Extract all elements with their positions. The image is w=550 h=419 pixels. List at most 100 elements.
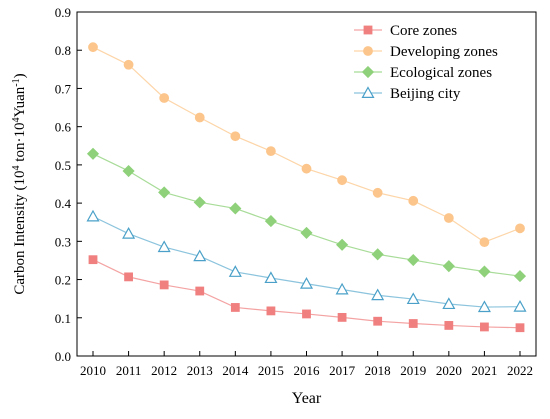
data-point <box>513 299 527 312</box>
data-point <box>195 286 205 296</box>
series-developing-zones <box>88 42 525 247</box>
data-point <box>193 196 206 209</box>
data-point <box>88 42 98 53</box>
y-tick-label: 0.2 <box>55 273 71 288</box>
data-point <box>266 146 276 157</box>
data-point <box>122 226 136 239</box>
data-point <box>336 238 349 251</box>
y-axis-title: Carbon Intensity (104 ton·104Yuan-1) <box>11 73 29 294</box>
series-beijing-city <box>86 209 527 313</box>
data-point <box>477 300 491 313</box>
x-tick-label: 2019 <box>400 363 426 378</box>
x-tick-label: 2012 <box>151 363 177 378</box>
y-tick-label: 0.4 <box>55 196 72 211</box>
data-point <box>515 323 525 333</box>
y-tick-label: 0.1 <box>55 311 71 326</box>
y-axis-title-middle: ton·10 <box>12 123 28 166</box>
data-point <box>513 270 527 283</box>
data-point <box>443 213 454 223</box>
legend-marker <box>363 46 373 56</box>
data-point <box>335 282 349 295</box>
legend-label: Core zones <box>390 23 457 39</box>
data-point <box>480 322 489 332</box>
data-point <box>444 321 454 330</box>
data-point <box>264 271 278 284</box>
data-point <box>159 93 170 103</box>
data-point <box>406 292 420 305</box>
y-tick-label: 0.5 <box>55 158 71 173</box>
x-tick-label: 2018 <box>365 363 391 378</box>
x-tick-label: 2021 <box>471 363 497 378</box>
data-point <box>337 175 347 186</box>
legend-label: Developing zones <box>390 44 498 60</box>
data-point <box>266 306 276 316</box>
data-point <box>264 215 277 228</box>
data-point <box>407 253 420 267</box>
data-point <box>337 312 347 322</box>
data-point <box>159 280 169 290</box>
legend-label: Beijing city <box>390 86 461 102</box>
x-axis-title: Year <box>292 390 322 407</box>
data-point <box>300 226 313 239</box>
plot-frame <box>76 11 537 357</box>
data-point <box>301 163 312 174</box>
legend-marker <box>361 86 375 99</box>
series-ecological-zones <box>86 147 527 283</box>
data-point <box>515 223 525 234</box>
y-axis-title-sup3: -1 <box>11 78 22 86</box>
y-axis: 0.0 0.1 0.2 0.3 0.4 0.5 0.6 0.7 0.8 0.9 <box>55 5 82 364</box>
y-tick-label: 0.8 <box>55 43 71 58</box>
data-point <box>408 319 418 328</box>
data-point <box>86 147 100 160</box>
y-tick-label: 0.9 <box>55 5 71 20</box>
data-point <box>408 195 419 206</box>
data-point <box>302 309 311 319</box>
data-point <box>371 288 385 301</box>
x-tick-label: 2014 <box>222 363 249 378</box>
data-point <box>193 249 207 262</box>
y-axis-title-yuan: Yuan <box>12 86 28 117</box>
data-point <box>88 255 98 265</box>
x-tick-label: 2020 <box>436 363 462 378</box>
series-core-zones <box>88 255 525 333</box>
y-tick-label: 0.0 <box>55 349 71 364</box>
data-point <box>86 209 100 222</box>
data-point <box>230 303 240 312</box>
x-tick-label: 2011 <box>116 363 142 378</box>
legend-marker <box>363 25 373 35</box>
data-point <box>442 260 455 273</box>
data-point <box>371 248 384 261</box>
legend: Core zones Developing zones Ecological zon… <box>354 23 498 102</box>
x-tick-label: 2013 <box>187 363 213 378</box>
x-tick-label: 2015 <box>258 363 284 378</box>
legend-item: Core zones <box>354 23 457 39</box>
data-point <box>157 240 171 253</box>
series-layer <box>86 42 527 333</box>
data-point <box>372 187 383 198</box>
data-point <box>158 186 171 199</box>
y-axis-title-prefix: Carbon Intensity (10 <box>12 170 28 294</box>
data-point <box>228 265 242 277</box>
data-point <box>123 59 134 70</box>
x-tick-label: 2022 <box>507 363 533 378</box>
legend-item: Beijing city <box>354 86 461 102</box>
y-tick-label: 0.6 <box>55 120 72 135</box>
x-tick-label: 2017 <box>329 363 356 378</box>
data-point <box>230 131 241 142</box>
y-axis-title-sup1: 4 <box>11 165 22 170</box>
legend-item: Developing zones <box>354 44 498 60</box>
data-point <box>478 265 491 278</box>
data-point <box>229 202 242 215</box>
data-point <box>299 277 314 289</box>
y-tick-label: 0.3 <box>55 234 71 249</box>
y-axis-title-sup2: 4 <box>11 118 22 123</box>
x-tick-label: 2010 <box>80 363 106 378</box>
y-axis-title-suffix: ) <box>12 73 28 78</box>
legend-marker <box>361 65 375 79</box>
legend-label: Ecological zones <box>390 65 492 81</box>
x-tick-label: 2016 <box>294 363 321 378</box>
data-point <box>373 316 383 326</box>
data-point <box>479 237 490 247</box>
